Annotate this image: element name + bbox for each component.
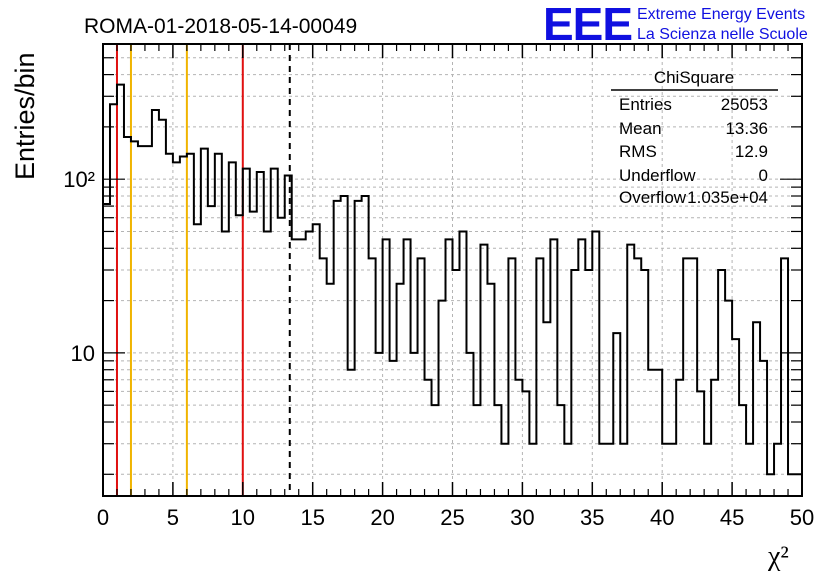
logo-line-2: La Scienza nelle Scuole bbox=[637, 26, 808, 43]
reference-lines bbox=[115, 44, 291, 496]
tick-labels: 0 5 10 15 20 25 30 35 40 45 50 10 10² bbox=[63, 167, 814, 530]
y-tick-label: 10 bbox=[71, 341, 95, 366]
x-tick-label: 25 bbox=[440, 505, 464, 530]
axis-ticks bbox=[102, 43, 803, 496]
stats-mean-value: 13.36 bbox=[725, 119, 768, 138]
stats-box: ChiSquare Entries 25053 Mean 13.36 RMS 1… bbox=[611, 68, 778, 207]
stats-mean-label: Mean bbox=[619, 119, 662, 138]
x-axis-label: χ² bbox=[767, 541, 789, 572]
x-tick-label: 45 bbox=[720, 505, 744, 530]
x-tick-label: 20 bbox=[370, 505, 394, 530]
stats-entries-label: Entries bbox=[619, 95, 672, 114]
x-tick-label: 35 bbox=[580, 505, 604, 530]
histogram-series bbox=[103, 83, 802, 476]
logo-line-1: Extreme Energy Events bbox=[637, 6, 805, 23]
eee-logo: EEE Extreme Energy Events La Scienza nel… bbox=[543, 0, 808, 50]
x-tick-label: 5 bbox=[167, 505, 179, 530]
x-tick-label: 30 bbox=[510, 505, 534, 530]
y-tick-label: 10² bbox=[63, 167, 95, 192]
stats-rms-label: RMS bbox=[619, 142, 657, 161]
x-tick-label: 15 bbox=[300, 505, 324, 530]
stats-overflow-value: 1.035e+04 bbox=[687, 188, 768, 207]
x-tick-label: 50 bbox=[790, 505, 814, 530]
stats-title: ChiSquare bbox=[654, 68, 734, 87]
x-tick-label: 10 bbox=[231, 505, 255, 530]
stats-underflow-value: 0 bbox=[759, 166, 768, 185]
stats-rms-value: 12.9 bbox=[735, 142, 768, 161]
chart-title: ROMA-01-2018-05-14-00049 bbox=[84, 15, 357, 38]
logo-text: EEE bbox=[543, 0, 632, 50]
x-tick-label: 0 bbox=[97, 505, 109, 530]
stats-underflow-label: Underflow bbox=[619, 166, 696, 185]
x-tick-label: 40 bbox=[650, 505, 674, 530]
stats-entries-value: 25053 bbox=[721, 95, 768, 114]
stats-overflow-label: Overflow bbox=[619, 188, 687, 207]
y-axis-label: Entries/bin bbox=[10, 52, 40, 180]
